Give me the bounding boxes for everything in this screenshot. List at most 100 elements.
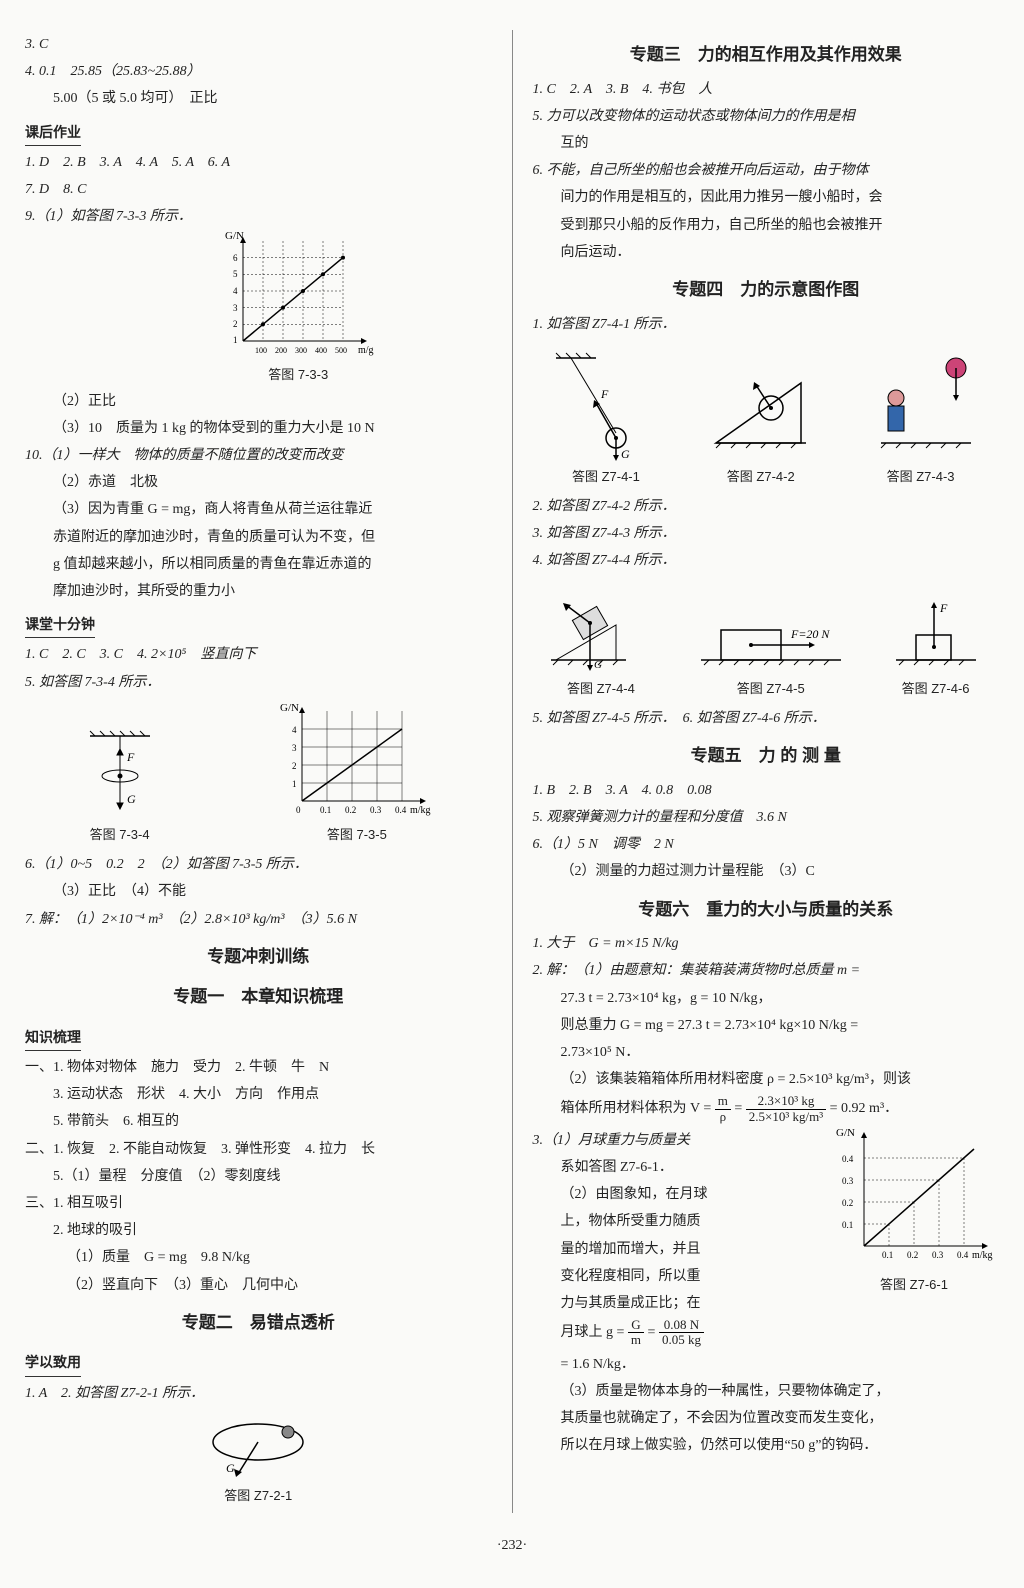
sprint-title: 专题冲刺训练	[25, 942, 492, 973]
svg-text:G/N: G/N	[225, 231, 244, 242]
svg-text:2: 2	[233, 319, 238, 329]
z4-2: 2. 如答图 Z7-4-2 所示．	[533, 494, 1000, 519]
svg-text:100: 100	[255, 346, 267, 355]
svg-text:3: 3	[233, 303, 238, 313]
z6-3k: 所以在月球上做实验，仍然可以使用“50 g”的钩码．	[533, 1433, 1000, 1458]
hw-9: 9.（1）如答图 7-3-3 所示．	[25, 204, 492, 229]
ten-7: 7. 解：（1）2×10⁻⁴ m³ （2）2.8×10³ kg/m³ （3）5.…	[25, 907, 492, 932]
zs-1-3: 3. 运动状态 形状 4. 大小 方向 作用点	[25, 1082, 492, 1107]
svg-text:G: G	[621, 447, 630, 461]
z3-6c: 受到那只小船的反作用力，自己所坐的船也会被推开	[533, 213, 1000, 238]
ans-4b: 5.00（5 或 5.0 均可） 正比	[25, 86, 492, 111]
z6-2e: （2）该集装箱箱体所用材料密度 ρ = 2.5×10³ kg/m³，则该	[533, 1067, 1000, 1092]
ten-6: 6.（1）0~5 0.2 2 （2）如答图 7-3-5 所示．	[25, 852, 492, 877]
ans-3: 3. C	[25, 32, 492, 57]
svg-text:F=20 N: F=20 N	[790, 627, 830, 641]
svg-text:m/kg: m/kg	[972, 1250, 993, 1261]
fig-7-3-3: G/N 6 5 4 3 2 1 100 200 300 400 500 m/g …	[105, 231, 492, 386]
svg-text:2: 2	[292, 761, 297, 771]
z4-3: 3. 如答图 Z7-4-3 所示．	[533, 521, 1000, 546]
topic3-title: 专题三 力的相互作用及其作用效果	[533, 40, 1000, 71]
z6-2a: 2. 解：（1）由题意知：集装箱装满货物时总质量 m =	[533, 958, 1000, 983]
svg-text:0.3: 0.3	[370, 805, 382, 815]
z6-3j: 其质量也就确定了，不会因为位置改变而发生变化，	[533, 1406, 1000, 1431]
fig-z7-4-2: 答图 Z7-4-2	[701, 343, 821, 488]
svg-text:F: F	[600, 387, 609, 401]
ten-6b: （3）正比 （4）不能	[25, 879, 492, 904]
z3-6b: 间力的作用是相互的，因此用力推另一艘小船时，会	[533, 185, 1000, 210]
fig-z7-4-5: F=20 N 答图 Z7-4-5	[691, 590, 851, 700]
ten-min-heading: 课堂十分钟	[25, 612, 95, 638]
caption-7-3-3: 答图 7-3-3	[268, 363, 328, 386]
z3-6d: 向后运动．	[533, 240, 1000, 265]
hw-10-3c: g 值却越来越小，所以相同质量的青鱼在靠近赤道的	[25, 552, 492, 577]
fig-z7-2-1: G 答图 Z7-2-1	[188, 1412, 328, 1507]
svg-text:0.4: 0.4	[957, 1250, 969, 1260]
svg-text:m/kg: m/kg	[410, 805, 431, 816]
fig-row-z744-6: G 答图 Z7-4-4 F=20 N 答图 Z7-4-5	[533, 580, 1000, 700]
topic4-title: 专题四 力的示意图作图	[533, 275, 1000, 306]
topic6-title: 专题六 重力的大小与质量的关系	[533, 895, 1000, 926]
z3-1: 1. C 2. A 3. B 4. 书包 人	[533, 77, 1000, 102]
svg-text:0.4: 0.4	[842, 1154, 854, 1164]
svg-text:0.3: 0.3	[932, 1250, 944, 1260]
xyzy-heading: 学以致用	[25, 1350, 81, 1376]
svg-text:0.2: 0.2	[345, 805, 356, 815]
z6-3e: 变化程度相同，所以重	[533, 1264, 820, 1289]
svg-text:0.4: 0.4	[395, 805, 407, 815]
svg-text:6: 6	[233, 253, 238, 263]
zs-3-2: 2. 地球的吸引	[25, 1218, 492, 1243]
z6-3-block: 3.（1）月球重力与质量关 系如答图 Z7-6-1． （2）由图象知，在月球 上…	[533, 1126, 1000, 1350]
svg-text:4: 4	[233, 286, 238, 296]
fig-7-3-5: G/N 4 3 2 1 0 0.1 0.2 0.3 0.4 m/kg 答图 7-…	[272, 701, 442, 846]
svg-text:4: 4	[292, 725, 297, 735]
z6-3d: 量的增加而增大，并且	[533, 1237, 820, 1262]
homework-heading: 课后作业	[25, 120, 81, 146]
ten-1: 1. C 2. C 3. C 4. 2×10⁵ 竖直向下	[25, 642, 492, 667]
hw-line-1: 1. D 2. B 3. A 4. A 5. A 6. A	[25, 150, 492, 175]
z4-56: 5. 如答图 Z7-4-5 所示． 6. 如答图 Z7-4-6 所示．	[533, 706, 1000, 731]
ans-4: 4. 0.1 25.85（25.83~25.88）	[25, 59, 492, 84]
hw-10-3b: 赤道附近的摩加迪沙时，青鱼的质量可认为不变，但	[25, 525, 492, 550]
hw-line-2: 7. D 8. C	[25, 177, 492, 202]
svg-text:1: 1	[233, 335, 238, 345]
hw-9-3: （3）10 质量为 1 kg 的物体受到的重力大小是 10 N	[25, 416, 492, 441]
z6-2d: 2.73×10⁵ N．	[533, 1040, 1000, 1065]
ten-5: 5. 如答图 7-3-4 所示．	[25, 670, 492, 695]
z2-1: 1. A 2. 如答图 Z7-2-1 所示．	[25, 1381, 492, 1406]
zs-3-2b: （2）竖直向下 （3）重心 几何中心	[25, 1273, 492, 1298]
z6-2b: 27.3 t = 2.73×10⁴ kg，g = 10 N/kg，	[533, 986, 1000, 1011]
svg-text:0.2: 0.2	[907, 1250, 918, 1260]
hw-10-1: 10.（1）一样大 物体的质量不随位置的改变而改变	[25, 443, 492, 468]
svg-text:500: 500	[335, 346, 347, 355]
svg-text:1: 1	[292, 779, 297, 789]
z4-4: 4. 如答图 Z7-4-4 所示．	[533, 548, 1000, 573]
svg-text:5: 5	[233, 269, 238, 279]
graph-7-3-3: G/N 6 5 4 3 2 1 100 200 300 400 500 m/g	[213, 231, 383, 361]
svg-text:0.1: 0.1	[320, 805, 331, 815]
z6-3i: （3）质量是物体本身的一种属性，只要物体确定了，	[533, 1379, 1000, 1404]
svg-text:G: G	[226, 1461, 235, 1475]
svg-text:400: 400	[315, 346, 327, 355]
topic1-title: 专题一 本章知识梳理	[25, 982, 492, 1013]
fig-z7-4-3: 答图 Z7-4-3	[856, 343, 986, 488]
z6-3b: （2）由图象知，在月球	[533, 1182, 820, 1207]
svg-text:0.1: 0.1	[882, 1250, 893, 1260]
zs-1-1: 一、1. 物体对物体 施力 受力 2. 牛顿 牛 N	[25, 1055, 492, 1080]
z5-1: 1. B 2. B 3. A 4. 0.8 0.08	[533, 778, 1000, 803]
z6-1: 1. 大于 G = m×15 N/kg	[533, 931, 1000, 956]
svg-text:G/N: G/N	[280, 702, 299, 714]
svg-text:m/g: m/g	[358, 345, 374, 356]
hw-9-2: （2）正比	[25, 389, 492, 414]
z6-3g: 月球上 g = Gm = 0.08 N0.05 kg	[533, 1318, 820, 1348]
svg-text:F: F	[126, 750, 135, 764]
svg-text:F: F	[939, 601, 948, 615]
z5-6b: （2）测量的力超过测力计量程能 （3）C	[533, 859, 1000, 884]
fig-row-734-735: F G 答图 7-3-4	[25, 701, 492, 846]
z6-3c: 上，物体所受重力随质	[533, 1209, 820, 1234]
z3-6a: 6. 不能，自己所坐的船也会被推开向后运动，由于物体	[533, 158, 1000, 183]
zs-3-1: 三、1. 相互吸引	[25, 1191, 492, 1216]
right-column: 专题三 力的相互作用及其作用效果 1. C 2. A 3. B 4. 书包 人 …	[533, 30, 1000, 1513]
hw-10-3d: 摩加迪沙时，其所受的重力小	[25, 579, 492, 604]
z6-3h: = 1.6 N/kg．	[533, 1352, 1000, 1377]
